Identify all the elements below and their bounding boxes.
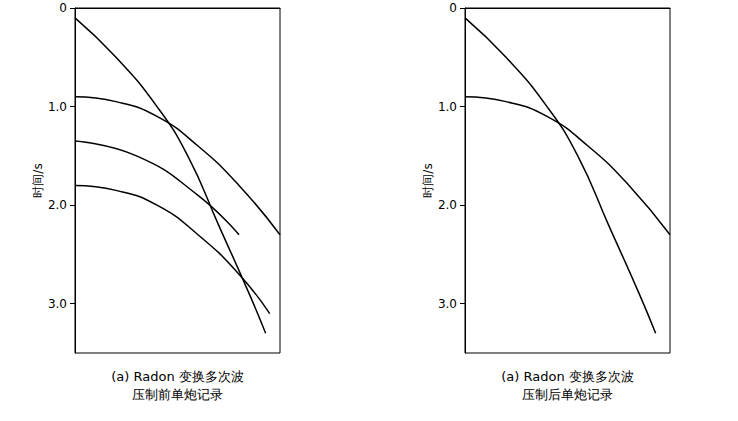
svg-text:(a) Radon 变换多次波: (a) Radon 变换多次波: [501, 369, 634, 384]
svg-text:2.0: 2.0: [48, 198, 67, 212]
svg-text:压制前单炮记录: 压制前单炮记录: [132, 387, 223, 402]
svg-text:(a) Radon 变换多次波: (a) Radon 变换多次波: [111, 369, 244, 384]
svg-text:3.0: 3.0: [438, 297, 457, 311]
svg-text:时间/s: 时间/s: [421, 163, 435, 197]
svg-text:时间/s: 时间/s: [31, 163, 45, 197]
svg-text:0: 0: [59, 1, 67, 15]
svg-text:0: 0: [449, 1, 457, 15]
svg-text:1.0: 1.0: [438, 100, 457, 114]
svg-text:2.0: 2.0: [438, 198, 457, 212]
svg-text:压制后单炮记录: 压制后单炮记录: [522, 387, 613, 402]
svg-text:3.0: 3.0: [48, 297, 67, 311]
svg-text:1.0: 1.0: [48, 100, 67, 114]
